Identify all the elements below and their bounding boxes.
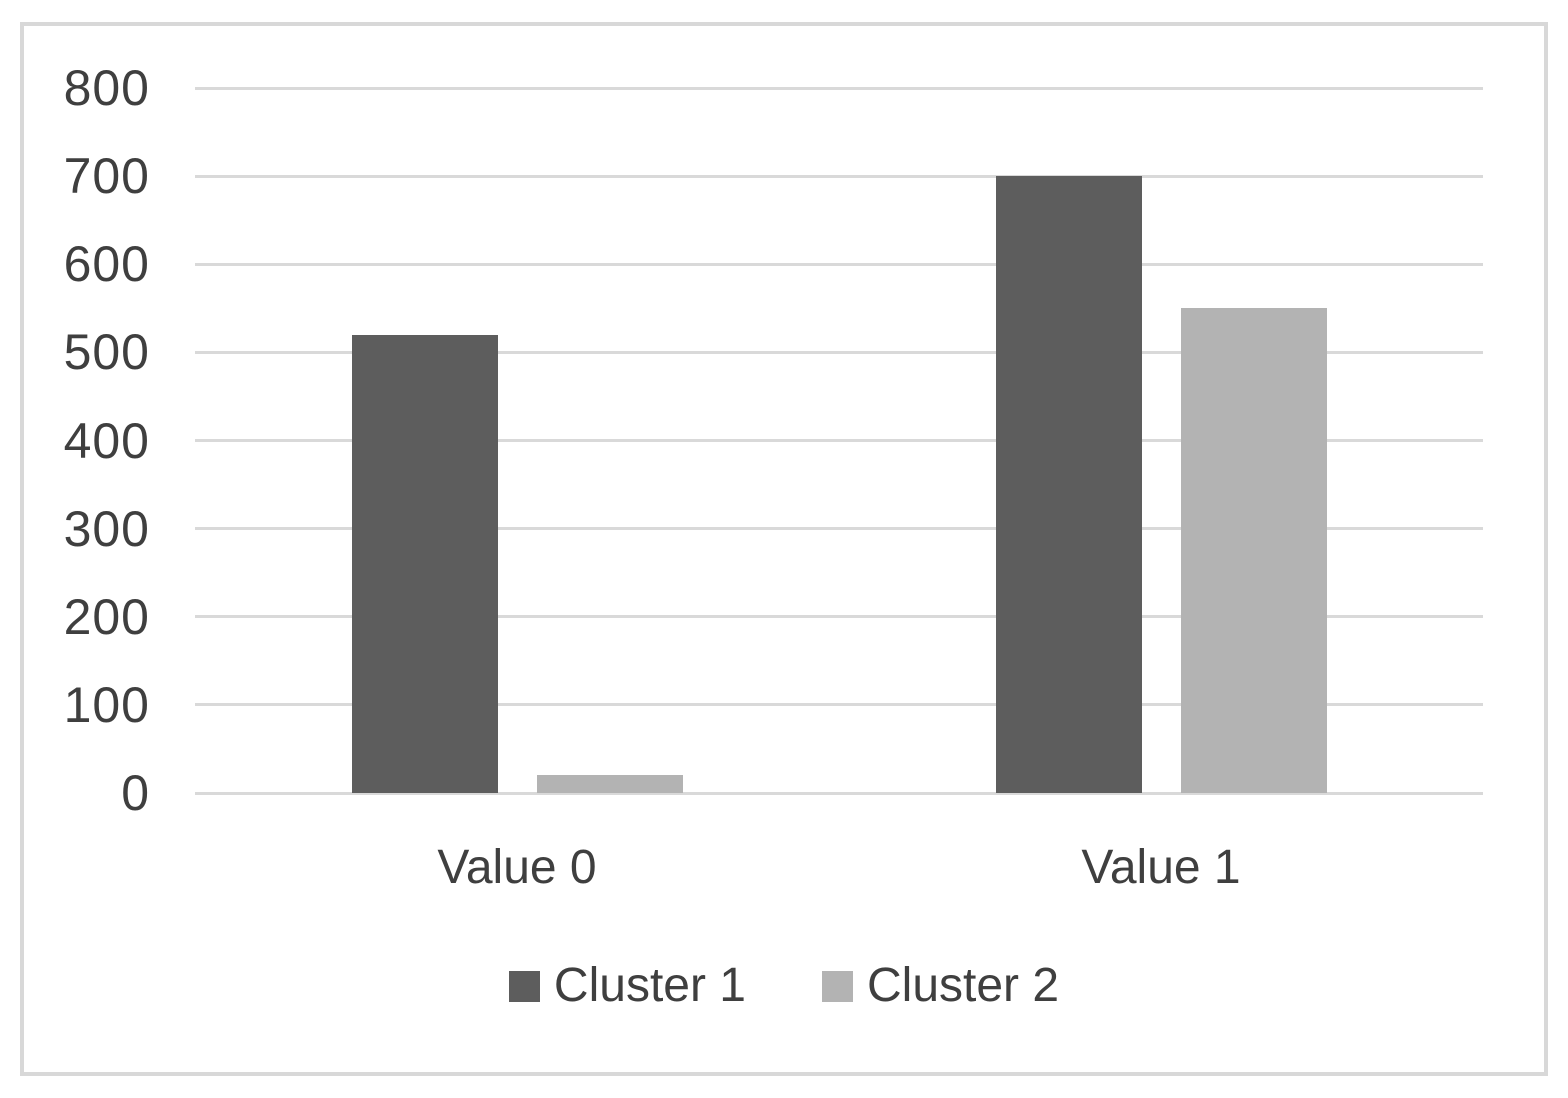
legend-item-cluster-1: Cluster 1 [508, 959, 746, 1012]
y-axis-tick-label: 800 [63, 60, 150, 116]
legend-label: Cluster 1 [553, 959, 746, 1012]
gridline [195, 350, 1483, 354]
y-axis-tick-label: 600 [63, 236, 150, 293]
legend-label: Cluster 2 [867, 959, 1060, 1012]
gridline [195, 615, 1483, 619]
x-category-label: Value 0 [437, 841, 597, 894]
legend-swatch-icon [822, 970, 853, 1002]
gridline [195, 174, 1483, 178]
y-axis-tick-label: 400 [63, 412, 150, 469]
bar-cluster-1-value-0 [351, 334, 498, 793]
gridline [195, 527, 1483, 531]
y-axis-tick-label: 500 [63, 324, 150, 381]
legend-item-cluster-2: Cluster 2 [822, 962, 1059, 1010]
y-axis-tick-label: 200 [63, 588, 150, 645]
gridline [195, 703, 1483, 707]
bar-cluster-2-value-0 [536, 775, 683, 793]
y-axis-tick-label: 300 [63, 500, 150, 557]
y-axis-tick-label: 700 [63, 148, 150, 205]
bar-cluster-2-value-1 [1180, 308, 1327, 793]
legend: Cluster 1 Cluster 2 [20, 962, 1548, 1010]
gridline [195, 439, 1483, 442]
y-axis-tick-label: 0 [121, 765, 150, 821]
x-category-label: Value 1 [1081, 841, 1241, 894]
legend-swatch-icon [508, 970, 540, 1002]
gridline [195, 262, 1483, 266]
gridline [195, 86, 1483, 90]
y-axis-tick-label: 100 [63, 676, 150, 733]
bar-cluster-1-value-1 [995, 176, 1142, 793]
gridline [195, 791, 1483, 795]
